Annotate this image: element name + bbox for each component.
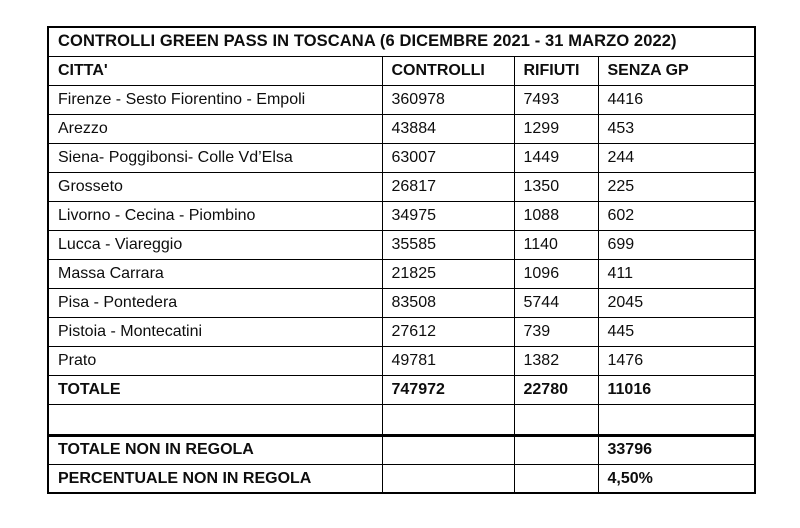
rifiuti-cell: 1449 xyxy=(513,142,599,173)
spacer-row xyxy=(47,403,756,436)
rifiuti-cell xyxy=(513,463,599,494)
citta-cell: Siena- Poggibonsi- Colle Vd’Elsa xyxy=(47,142,383,173)
senza-gp-cell: 699 xyxy=(597,229,756,260)
table-row: Prato 49781 1382 1476 xyxy=(47,345,756,376)
table-title-row: CONTROLLI GREEN PASS IN TOSCANA (6 DICEM… xyxy=(47,26,756,57)
senza-gp-cell: 244 xyxy=(597,142,756,173)
citta-cell: Massa Carrara xyxy=(47,258,383,289)
citta-cell xyxy=(47,403,383,436)
senza-gp-cell xyxy=(597,403,756,436)
totale-non-in-regola-row: TOTALE NON IN REGOLA 33796 xyxy=(47,433,756,465)
rifiuti-cell: 7493 xyxy=(513,84,599,115)
rifiuti-cell: 1382 xyxy=(513,345,599,376)
controlli-cell: 26817 xyxy=(381,171,515,202)
citta-cell: Firenze - Sesto Fiorentino - Empoli xyxy=(47,84,383,115)
citta-cell: Lucca - Viareggio xyxy=(47,229,383,260)
citta-cell: Grosseto xyxy=(47,171,383,202)
senza-gp-cell: 4,50% xyxy=(597,463,756,494)
senza-gp-cell: 445 xyxy=(597,316,756,347)
controlli-cell: 35585 xyxy=(381,229,515,260)
controlli-cell xyxy=(381,403,515,436)
controlli-cell: 747972 xyxy=(381,374,515,405)
column-header-citta: CITTA' xyxy=(47,55,383,86)
percentuale-non-in-regola-row: PERCENTUALE NON IN REGOLA 4,50% xyxy=(47,463,756,494)
table-row: Lucca - Viareggio 35585 1140 699 xyxy=(47,229,756,260)
table-row: Pisa - Pontedera 83508 5744 2045 xyxy=(47,287,756,318)
table-row: Siena- Poggibonsi- Colle Vd’Elsa 63007 144… xyxy=(47,142,756,173)
citta-cell: Pisa - Pontedera xyxy=(47,287,383,318)
table-title: CONTROLLI GREEN PASS IN TOSCANA (6 DICEM… xyxy=(47,26,756,57)
senza-gp-cell: 602 xyxy=(597,200,756,231)
rifiuti-cell: 5744 xyxy=(513,287,599,318)
totale-row: TOTALE 747972 22780 11016 xyxy=(47,374,756,405)
controlli-cell: 83508 xyxy=(381,287,515,318)
senza-gp-cell: 1476 xyxy=(597,345,756,376)
table-row: Massa Carrara 21825 1096 411 xyxy=(47,258,756,289)
column-header-senza-gp: SENZA GP xyxy=(597,55,756,86)
senza-gp-cell: 453 xyxy=(597,113,756,144)
controlli-cell xyxy=(381,433,515,465)
green-pass-table: CONTROLLI GREEN PASS IN TOSCANA (6 DICEM… xyxy=(47,26,757,494)
citta-cell: Arezzo xyxy=(47,113,383,144)
controlli-cell xyxy=(381,463,515,494)
senza-gp-cell: 411 xyxy=(597,258,756,289)
rifiuti-cell: 1088 xyxy=(513,200,599,231)
table-row: Pistoia - Montecatini 27612 739 445 xyxy=(47,316,756,347)
green-pass-table-container: CONTROLLI GREEN PASS IN TOSCANA (6 DICEM… xyxy=(47,26,757,494)
table-row: Grosseto 26817 1350 225 xyxy=(47,171,756,202)
controlli-cell: 360978 xyxy=(381,84,515,115)
rifiuti-cell: 1350 xyxy=(513,171,599,202)
controlli-cell: 49781 xyxy=(381,345,515,376)
citta-cell: TOTALE xyxy=(47,374,383,405)
senza-gp-cell: 2045 xyxy=(597,287,756,318)
rifiuti-cell: 1096 xyxy=(513,258,599,289)
controlli-cell: 21825 xyxy=(381,258,515,289)
citta-cell: TOTALE NON IN REGOLA xyxy=(47,433,383,465)
citta-cell: PERCENTUALE NON IN REGOLA xyxy=(47,463,383,494)
senza-gp-cell: 33796 xyxy=(597,433,756,465)
citta-cell: Livorno - Cecina - Piombino xyxy=(47,200,383,231)
rifiuti-cell xyxy=(513,403,599,436)
rifiuti-cell: 739 xyxy=(513,316,599,347)
table-row: Firenze - Sesto Fiorentino - Empoli 36097… xyxy=(47,84,756,115)
controlli-cell: 43884 xyxy=(381,113,515,144)
table-header-row: CITTA' CONTROLLI RIFIUTI SENZA GP xyxy=(47,55,756,86)
column-header-rifiuti: RIFIUTI xyxy=(513,55,599,86)
senza-gp-cell: 4416 xyxy=(597,84,756,115)
table-row: Arezzo 43884 1299 453 xyxy=(47,113,756,144)
controlli-cell: 27612 xyxy=(381,316,515,347)
rifiuti-cell: 1299 xyxy=(513,113,599,144)
citta-cell: Prato xyxy=(47,345,383,376)
citta-cell: Pistoia - Montecatini xyxy=(47,316,383,347)
controlli-cell: 63007 xyxy=(381,142,515,173)
senza-gp-cell: 225 xyxy=(597,171,756,202)
rifiuti-cell xyxy=(513,433,599,465)
senza-gp-cell: 11016 xyxy=(597,374,756,405)
column-header-controlli: CONTROLLI xyxy=(381,55,515,86)
table-row: Livorno - Cecina - Piombino 34975 1088 602 xyxy=(47,200,756,231)
controlli-cell: 34975 xyxy=(381,200,515,231)
rifiuti-cell: 1140 xyxy=(513,229,599,260)
rifiuti-cell: 22780 xyxy=(513,374,599,405)
